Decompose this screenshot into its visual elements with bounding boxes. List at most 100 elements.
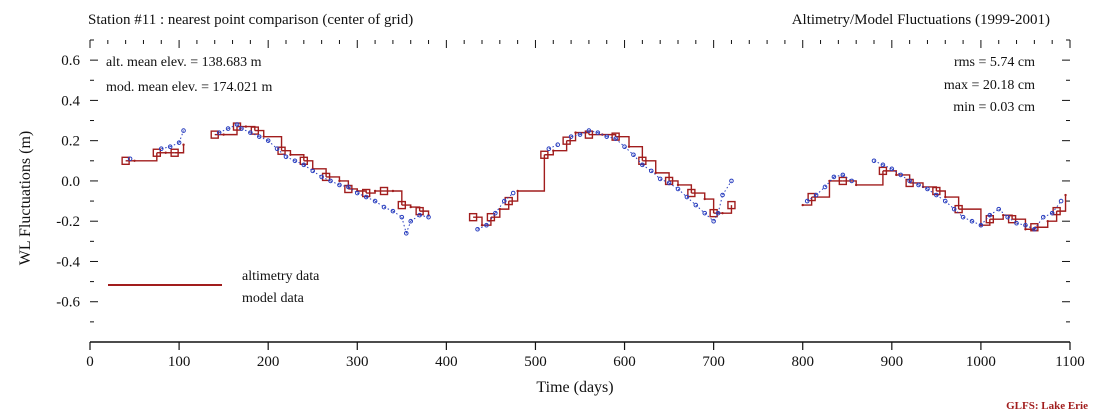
model-point [568,134,574,139]
model-point [1049,210,1055,216]
model-segment [1033,216,1044,230]
model-point [328,178,333,184]
model-point [181,128,186,133]
altimetry-point [152,148,162,157]
model-point [831,174,837,180]
altimetry-point [262,135,265,138]
model-point [403,230,409,236]
model-point [840,172,846,178]
model-segment [722,180,732,196]
model-segment [161,146,171,150]
model-point [408,218,414,224]
altimetry-point [895,173,898,177]
altimetry-point [727,200,736,210]
altimetry-segment [508,191,519,202]
altimetry-segment [629,146,644,161]
legend: altimetry data model data [108,269,320,306]
model-point [1032,226,1037,232]
altimetry-segment [958,208,982,226]
y-tick-label: -0.2 [56,214,80,230]
y-tick-label: -0.6 [56,295,80,311]
altimetry-point [838,176,848,186]
x-tick-label: 600 [613,354,636,370]
x-tick-label: 100 [168,354,191,370]
model-point [381,204,387,210]
model-point [216,130,222,135]
model-point [501,198,507,204]
y-axis-label: WL Fluctuations (m) [17,131,34,266]
model-point [813,192,819,198]
altimetry-point [516,189,519,193]
model-point [640,162,645,168]
model-point [310,168,316,174]
model-point [648,168,654,174]
model-point [426,214,431,220]
altimetry-segment [655,172,670,181]
model-point [127,156,133,162]
altimetry-segment [1034,221,1049,228]
altimetry-point [878,166,888,176]
altimetry-segment [1012,218,1027,230]
model-point [715,210,721,216]
altimetry-point [709,208,718,218]
model-point [274,146,280,152]
altimetry-point [1001,213,1005,217]
altimetry-segment [615,135,630,147]
model-segment [713,212,719,222]
model-point [354,190,360,196]
model-point [880,162,886,168]
altimetry-segment [290,154,305,161]
altimetry-point [721,211,724,215]
altimetry-segment [553,140,568,152]
altimetry-point [498,207,502,211]
model-point [604,134,610,139]
credit-label: GLFS: Lake Erie [1006,400,1088,412]
model-point [595,130,601,135]
model-point [265,138,271,143]
model-point [586,128,592,133]
ticks: 0 100 200 300 400 500 600 700 800 900 1000 1100 0.6 0… [56,39,1085,370]
model-point [804,198,810,204]
altimetry-segment [678,184,693,194]
altimetry-point [540,150,549,159]
x-tick-label: 200 [257,354,280,370]
altimetry-point [182,143,185,146]
altimetry-segment [223,126,238,136]
model-point [176,140,182,145]
altimetry-segment [517,154,546,192]
altimetry-point [627,145,631,148]
model-segment [717,194,724,214]
y-tick-label: -0.4 [56,254,80,270]
altimetry-point [170,148,179,157]
model-segment [1051,200,1062,214]
altimetry-segment [882,170,897,175]
altimetry-point [854,183,858,187]
altimetry-point [468,212,478,222]
model-point [390,208,396,214]
x-axis-label: Time (days) [536,379,613,396]
altimetry-point [480,224,484,227]
model-point [484,222,489,228]
altimetry-segment [312,168,327,177]
altimetry-point [289,153,292,156]
model-point [577,132,583,137]
model-point [907,178,912,184]
altimetry-point [504,196,513,206]
altimetry-segment [856,170,884,186]
y-tick-label: 0.0 [61,174,80,190]
model-segment [419,214,429,218]
model-point [631,152,636,158]
model-point [987,212,993,218]
altimetry-segment [401,204,412,208]
altimetry-segment [811,180,831,198]
model-point [372,198,378,204]
x-tick-label: 500 [524,354,547,370]
model-point [225,126,231,131]
altimetry-point [338,179,341,183]
model-point [693,202,699,208]
alt-mean-elevation: alt. mean elev. = 138.683 m [106,55,262,70]
model-point [256,134,262,139]
model-point [234,122,240,127]
max-stat: max = 20.18 cm [944,78,1035,93]
